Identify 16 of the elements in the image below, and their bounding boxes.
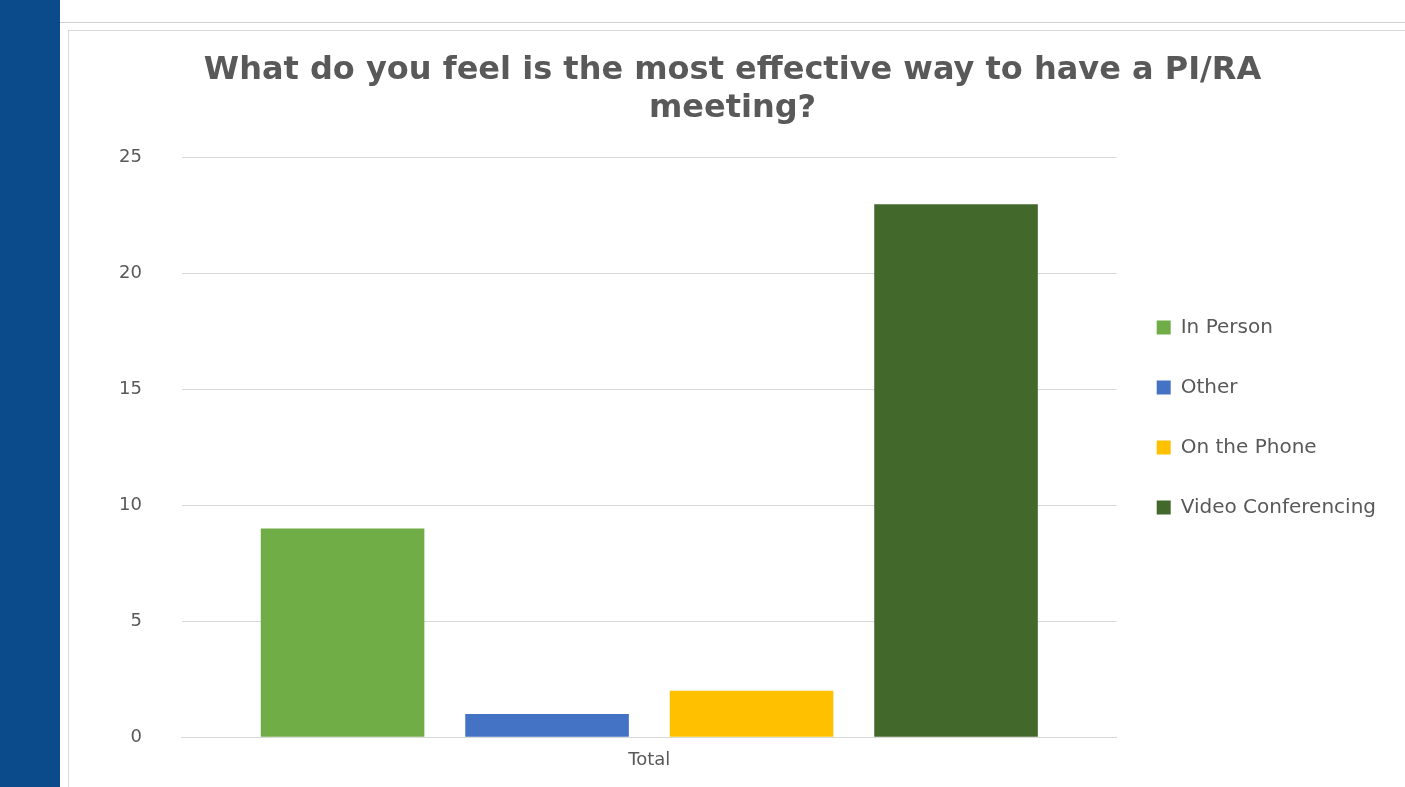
chart-title: What do you feel is the most effective way to have a PI/RA meeting? — [203, 48, 1262, 125]
legend-label: Other — [1180, 373, 1239, 398]
y-tick-label: 5 — [130, 608, 142, 630]
bar — [465, 714, 629, 737]
bar — [874, 204, 1038, 737]
legend-label: In Person — [1180, 313, 1273, 338]
bar — [669, 690, 834, 737]
y-tick-label: 10 — [119, 493, 142, 515]
legend-label: On the Phone — [1180, 433, 1317, 458]
bar — [260, 528, 425, 737]
x-tick-label: Total — [627, 747, 671, 769]
legend-label: Video Conferencing — [1180, 493, 1377, 518]
y-tick-label: 15 — [119, 377, 142, 399]
y-tick-label: 25 — [119, 145, 142, 167]
y-tick-label: 20 — [119, 261, 142, 283]
y-tick-label: 0 — [130, 724, 142, 746]
